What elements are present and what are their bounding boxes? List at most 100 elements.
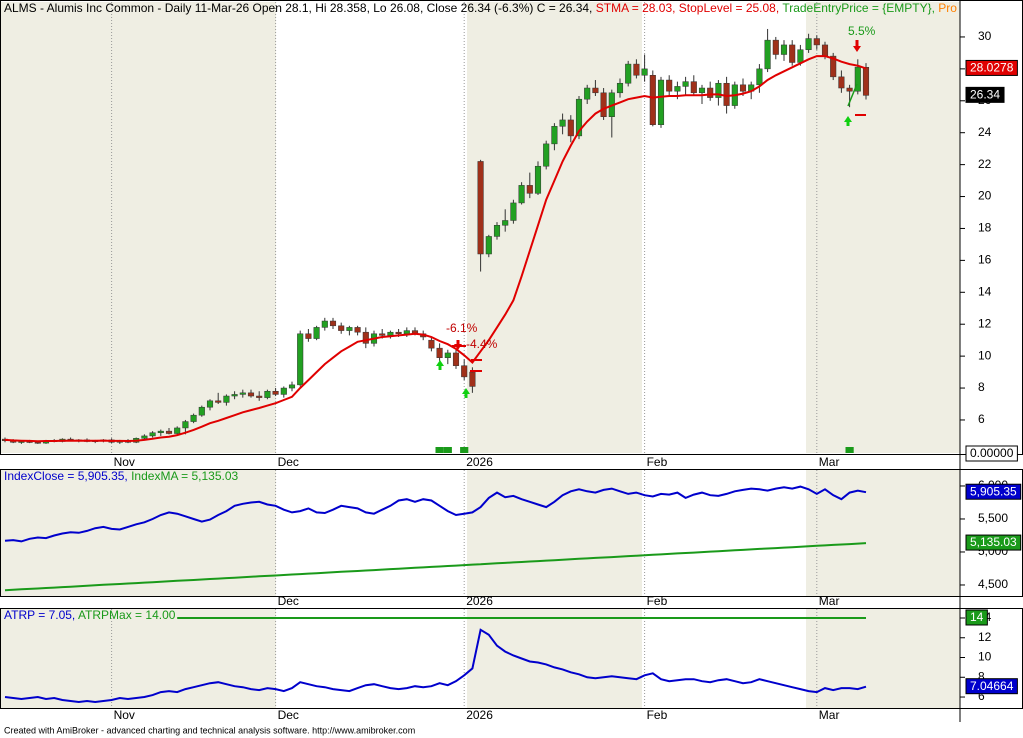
candle-body xyxy=(723,82,730,106)
candle-body xyxy=(329,320,337,327)
candle-body xyxy=(592,87,599,94)
shade xyxy=(806,609,960,708)
candle-body xyxy=(461,365,468,378)
candle-body xyxy=(789,44,796,63)
value-box-label: 14 xyxy=(970,610,984,624)
candle-body xyxy=(756,68,763,86)
pane xyxy=(4,470,867,596)
x-tick-label: Mar xyxy=(819,594,840,608)
candle-body xyxy=(149,432,156,437)
y-tick-label: 12 xyxy=(978,630,992,644)
candle-body xyxy=(690,81,697,94)
candle-body xyxy=(633,63,640,76)
signal-bar xyxy=(460,447,469,453)
candle-body xyxy=(141,435,148,439)
signals xyxy=(436,40,866,398)
candle-body xyxy=(239,392,246,395)
candle-body xyxy=(305,333,312,339)
candle-body xyxy=(739,84,747,92)
x-tick-label: 2026 xyxy=(466,455,493,469)
x-tick-label: 2026 xyxy=(466,708,493,722)
y-tick-label: 10 xyxy=(978,650,992,664)
candle-body xyxy=(682,81,689,87)
candle-body xyxy=(493,225,501,237)
candle-body xyxy=(584,87,591,100)
candle-body xyxy=(575,98,583,137)
annotation: -6.1% xyxy=(446,321,478,335)
candle-body xyxy=(797,49,804,63)
pane-title: ATRP = 7.05, ATRPMax = 14.00 xyxy=(4,608,176,622)
series-line xyxy=(4,485,867,543)
value-box-label: 5,135.03 xyxy=(970,535,1017,549)
shade xyxy=(0,470,276,596)
y-tick-label: 6 xyxy=(978,689,985,703)
trade-line xyxy=(847,83,858,107)
annotation: 5.5% xyxy=(848,24,876,38)
candle-body xyxy=(854,66,861,92)
candle-body xyxy=(772,39,779,55)
candle-body xyxy=(174,427,181,434)
candle-body xyxy=(436,347,443,358)
pane-title: IndexClose = 5,905.35, IndexMA = 5,135.0… xyxy=(4,469,239,483)
candle-body xyxy=(272,390,279,395)
title-part: ATRP = 7.05, xyxy=(4,608,78,622)
x-tick-label: Mar xyxy=(819,708,840,722)
shade xyxy=(806,470,960,596)
series-line xyxy=(4,628,867,704)
value-box xyxy=(965,86,1005,103)
y-tick-label: 24 xyxy=(978,125,992,139)
candle-body xyxy=(715,82,722,98)
candle-body xyxy=(534,165,542,194)
y-tick-label: 20 xyxy=(978,189,992,203)
value-box-label: 26.34 xyxy=(970,88,1000,102)
labels-layer: NovDec2026FebMar681012141618202224262830… xyxy=(4,1,1022,722)
title-part: Pro xyxy=(938,1,957,15)
candle-body xyxy=(543,143,550,167)
shade xyxy=(467,2,642,453)
title-part: IndexClose = 5,905.35, xyxy=(4,469,131,483)
value-box-label: 7.04664 xyxy=(970,679,1014,693)
y-tick-label: 18 xyxy=(978,221,992,235)
value-box-label: 5,905.35 xyxy=(970,484,1017,498)
candle-body xyxy=(231,394,238,397)
candle-body xyxy=(338,325,345,331)
shade xyxy=(0,609,276,708)
candle-body xyxy=(444,352,451,358)
candle-body xyxy=(510,202,517,221)
x-tick-label: Mar xyxy=(819,455,840,469)
x-tick-label: Dec xyxy=(278,594,299,608)
candle-body xyxy=(264,390,271,398)
title-part: StopLevel = 25.08, xyxy=(679,1,783,15)
value-box xyxy=(965,534,1022,551)
candle-body xyxy=(477,161,484,255)
candle-body xyxy=(297,333,304,386)
candle-body xyxy=(551,126,558,145)
candle-body xyxy=(215,400,222,403)
candle-body xyxy=(190,414,197,422)
candle-body xyxy=(518,185,525,204)
candle-body xyxy=(813,38,820,46)
y-tick-label: 14 xyxy=(978,284,992,298)
annotation: -4.4% xyxy=(466,337,498,351)
title-part: STMA = 28.03, xyxy=(596,1,679,15)
candle-body xyxy=(764,39,771,70)
candle-body xyxy=(559,119,566,127)
value-box xyxy=(965,678,1018,695)
buy-arrow xyxy=(462,388,470,398)
value-box xyxy=(965,59,1018,76)
candle-body xyxy=(502,220,509,226)
candle-body xyxy=(223,395,230,403)
candle-body xyxy=(567,119,574,137)
y-tick-label: 8 xyxy=(978,669,985,683)
signal-bar xyxy=(443,447,452,453)
candle-body xyxy=(387,331,394,336)
x-tick-label: Feb xyxy=(647,455,668,469)
candle-body xyxy=(428,339,435,349)
shade xyxy=(467,470,642,596)
value-box-label: 28.0278 xyxy=(970,61,1014,75)
candle-body xyxy=(403,330,410,335)
x-tick-label: Feb xyxy=(647,708,668,722)
y-tick-label: 6 xyxy=(978,412,985,426)
shade xyxy=(806,2,960,453)
